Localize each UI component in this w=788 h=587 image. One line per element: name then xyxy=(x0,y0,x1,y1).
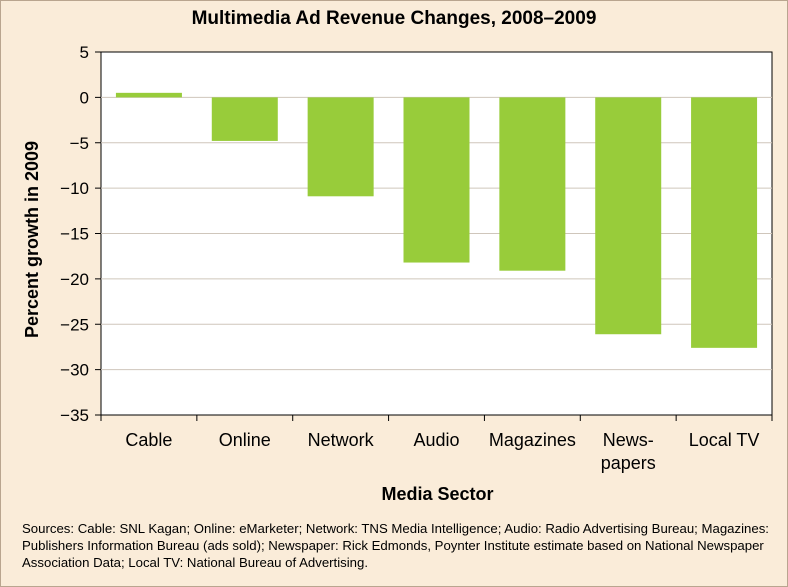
bar-4 xyxy=(499,97,566,271)
y-tick-label: −5 xyxy=(70,134,89,153)
x-tick-label: Audio xyxy=(413,430,459,450)
x-tick-label: News- xyxy=(603,430,654,450)
bar-0 xyxy=(115,92,182,98)
x-tick-label: Local TV xyxy=(689,430,760,450)
sources-note: Sources: Cable: SNL Kagan; Online: eMark… xyxy=(22,521,769,570)
x-axis-label: Media Sector xyxy=(381,484,493,504)
chart-title: Multimedia Ad Revenue Changes, 2008–2009 xyxy=(191,8,597,29)
y-tick-label: −15 xyxy=(60,225,89,244)
y-tick-label: −25 xyxy=(60,315,89,334)
x-tick-label: Online xyxy=(219,430,271,450)
y-axis-label: Percent growth in 2009 xyxy=(22,141,42,338)
x-tick-label: Magazines xyxy=(489,430,576,450)
y-tick-label: 0 xyxy=(80,88,89,107)
x-tick-label: papers xyxy=(601,453,656,473)
x-tick-label: Cable xyxy=(125,430,172,450)
y-tick-label: 5 xyxy=(80,43,89,62)
y-tick-label: −10 xyxy=(60,179,89,198)
bar-6 xyxy=(691,97,758,348)
y-tick-label: −30 xyxy=(60,361,89,380)
bar-5 xyxy=(595,97,662,335)
y-tick-label: −20 xyxy=(60,270,89,289)
bar-1 xyxy=(211,97,278,141)
x-tick-label: Network xyxy=(308,430,375,450)
bar-2 xyxy=(307,97,374,197)
bar-3 xyxy=(403,97,470,263)
y-tick-label: −35 xyxy=(60,406,89,425)
